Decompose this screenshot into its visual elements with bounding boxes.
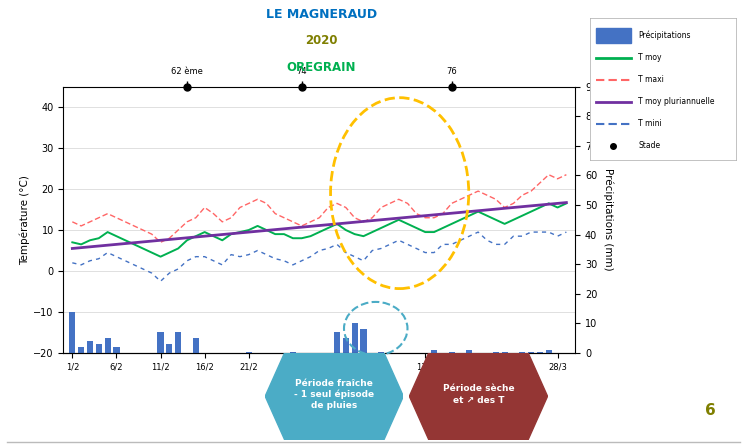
Bar <box>343 338 349 353</box>
Bar <box>466 350 472 353</box>
Text: 6: 6 <box>705 403 716 418</box>
Bar <box>167 344 173 353</box>
Bar <box>352 323 358 353</box>
Bar <box>105 338 111 353</box>
Bar <box>519 352 525 353</box>
Text: 2020: 2020 <box>305 34 338 48</box>
Text: Période fraîche
- 1 seul épisode
de pluies: Période fraîche - 1 seul épisode de plui… <box>294 379 374 410</box>
Bar <box>449 352 455 353</box>
Text: OREGRAIN: OREGRAIN <box>286 61 356 74</box>
Bar <box>114 347 120 353</box>
Text: Stade: Stade <box>638 141 660 150</box>
Bar <box>78 347 84 353</box>
Text: T mini: T mini <box>638 119 662 128</box>
Bar <box>175 332 182 353</box>
Bar <box>290 352 296 353</box>
Bar <box>360 329 367 353</box>
Text: T moy: T moy <box>638 53 662 62</box>
Text: Précipitations: Précipitations <box>638 31 691 40</box>
Bar <box>193 338 199 353</box>
Bar <box>493 352 499 353</box>
Bar <box>87 341 93 353</box>
Y-axis label: Température (°C): Température (°C) <box>20 175 31 265</box>
Bar <box>334 332 340 353</box>
Bar <box>96 344 102 353</box>
Text: T moy pluriannuelle: T moy pluriannuelle <box>638 97 715 106</box>
Bar <box>431 350 437 353</box>
Text: LE MAGNERAUD: LE MAGNERAUD <box>266 8 376 21</box>
Bar <box>537 352 543 353</box>
Bar <box>528 352 534 353</box>
Bar <box>158 332 164 353</box>
Text: T maxi: T maxi <box>638 75 664 84</box>
Bar <box>246 352 252 353</box>
Y-axis label: Précipitations (mm): Précipitations (mm) <box>604 168 614 271</box>
Bar <box>69 312 75 353</box>
Bar <box>545 350 552 353</box>
Text: Période sèche
et ↗ des T: Période sèche et ↗ des T <box>443 385 514 404</box>
Polygon shape <box>265 353 403 440</box>
Bar <box>501 352 508 353</box>
Polygon shape <box>409 353 548 440</box>
